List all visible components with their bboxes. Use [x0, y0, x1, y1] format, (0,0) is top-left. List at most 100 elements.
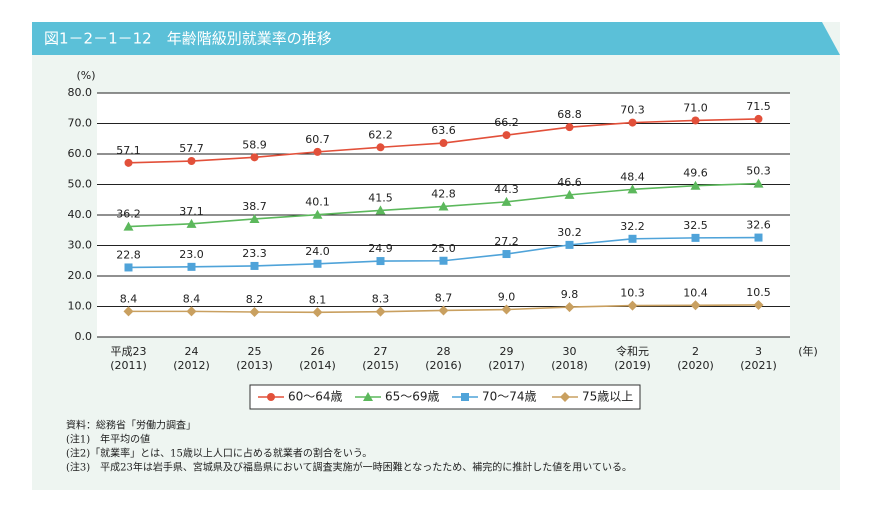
title-banner: [32, 22, 840, 55]
data-label: 60.7: [305, 133, 330, 146]
legend-label: 70～74歳: [482, 390, 537, 404]
marker: [124, 263, 133, 272]
legend-label: 65～69歳: [385, 390, 440, 404]
legend-marker: [560, 392, 570, 402]
legend-marker: [267, 393, 275, 401]
data-label: 32.6: [746, 219, 771, 232]
marker: [312, 307, 323, 318]
data-label: 36.2: [116, 208, 141, 221]
x-tick-label: 29: [500, 345, 514, 358]
marker: [753, 178, 764, 188]
x-tick-label: 28: [437, 345, 451, 358]
x-tick-label: 平成23: [111, 345, 147, 358]
legend-marker: [363, 392, 373, 401]
marker: [627, 300, 638, 311]
data-label: 58.9: [242, 138, 267, 151]
data-label: 57.1: [116, 144, 141, 157]
data-label: 32.5: [683, 219, 708, 232]
x-tick-sublabel: (2020): [677, 359, 714, 372]
marker: [438, 305, 449, 316]
x-tick-sublabel: (2011): [110, 359, 147, 372]
chart-title: 図1－2－1－12 年齢階級別就業率の推移: [44, 30, 332, 48]
x-tick-sublabel: (2018): [551, 359, 588, 372]
marker: [123, 306, 134, 317]
data-label: 42.8: [431, 187, 456, 200]
data-label: 41.5: [368, 191, 393, 204]
data-label: 68.8: [557, 108, 582, 121]
note: (注1) 年平均の値: [66, 433, 150, 446]
legend-label: 60～64歳: [288, 390, 343, 404]
data-label: 27.2: [494, 235, 519, 248]
marker: [187, 157, 196, 166]
data-label: 71.0: [683, 101, 708, 114]
marker: [249, 213, 260, 223]
data-label: 48.4: [620, 170, 645, 183]
x-tick-sublabel: (2015): [362, 359, 399, 372]
y-tick-label: 0.0: [75, 330, 93, 343]
marker: [502, 250, 511, 259]
x-unit: (年): [798, 344, 818, 358]
data-label: 8.4: [120, 292, 138, 305]
marker: [565, 123, 574, 132]
x-tick-label: 24: [185, 345, 199, 358]
data-label: 10.5: [746, 286, 771, 299]
y-tick-label: 10.0: [68, 300, 93, 313]
x-tick-label: 3: [755, 345, 762, 358]
data-label: 32.2: [620, 220, 645, 233]
x-tick-sublabel: (2021): [740, 359, 777, 372]
data-label: 49.6: [683, 167, 708, 180]
data-label: 44.3: [494, 183, 519, 196]
data-label: 22.8: [116, 248, 141, 261]
data-label: 63.6: [431, 124, 456, 137]
data-label: 23.0: [179, 248, 204, 261]
marker: [753, 299, 764, 310]
y-tick-label: 40.0: [68, 208, 93, 221]
x-tick-sublabel: (2017): [488, 359, 525, 372]
marker: [439, 139, 448, 148]
legend-marker: [461, 393, 469, 401]
marker: [186, 218, 197, 228]
marker: [438, 201, 449, 211]
y-unit: (%): [76, 69, 95, 82]
marker: [501, 196, 512, 206]
marker: [690, 180, 701, 190]
marker: [754, 114, 763, 123]
y-tick-label: 60.0: [68, 147, 93, 160]
data-label: 9.0: [498, 291, 516, 304]
x-tick-label: 令和元: [616, 344, 649, 358]
y-tick-label: 80.0: [68, 86, 93, 99]
marker: [249, 306, 260, 317]
data-label: 9.8: [561, 288, 579, 301]
data-label: 66.2: [494, 116, 519, 129]
x-tick-label: 30: [563, 345, 577, 358]
y-tick-label: 50.0: [68, 178, 93, 191]
y-tick-label: 20.0: [68, 269, 93, 282]
note: 資料：総務省「労働力調査」: [66, 419, 196, 432]
x-tick-sublabel: (2019): [614, 359, 651, 372]
data-label: 8.7: [435, 291, 453, 304]
marker: [564, 302, 575, 313]
data-label: 23.3: [242, 247, 267, 260]
marker: [186, 306, 197, 317]
marker: [376, 257, 385, 266]
marker: [627, 184, 638, 194]
data-label: 50.3: [746, 165, 771, 178]
data-label: 37.1: [179, 205, 204, 218]
marker: [754, 233, 763, 242]
data-label: 70.3: [620, 104, 645, 117]
marker: [312, 209, 323, 219]
x-tick-sublabel: (2013): [236, 359, 273, 372]
x-tick-sublabel: (2016): [425, 359, 462, 372]
x-tick-sublabel: (2012): [173, 359, 210, 372]
x-tick-sublabel: (2014): [299, 359, 336, 372]
data-label: 24.0: [305, 245, 330, 258]
data-label: 10.4: [683, 286, 708, 299]
marker: [313, 259, 322, 268]
marker: [123, 221, 134, 231]
marker: [187, 262, 196, 271]
marker: [124, 158, 133, 167]
marker: [375, 205, 386, 215]
x-tick-label: 2: [692, 345, 699, 358]
data-label: 25.0: [431, 242, 456, 255]
